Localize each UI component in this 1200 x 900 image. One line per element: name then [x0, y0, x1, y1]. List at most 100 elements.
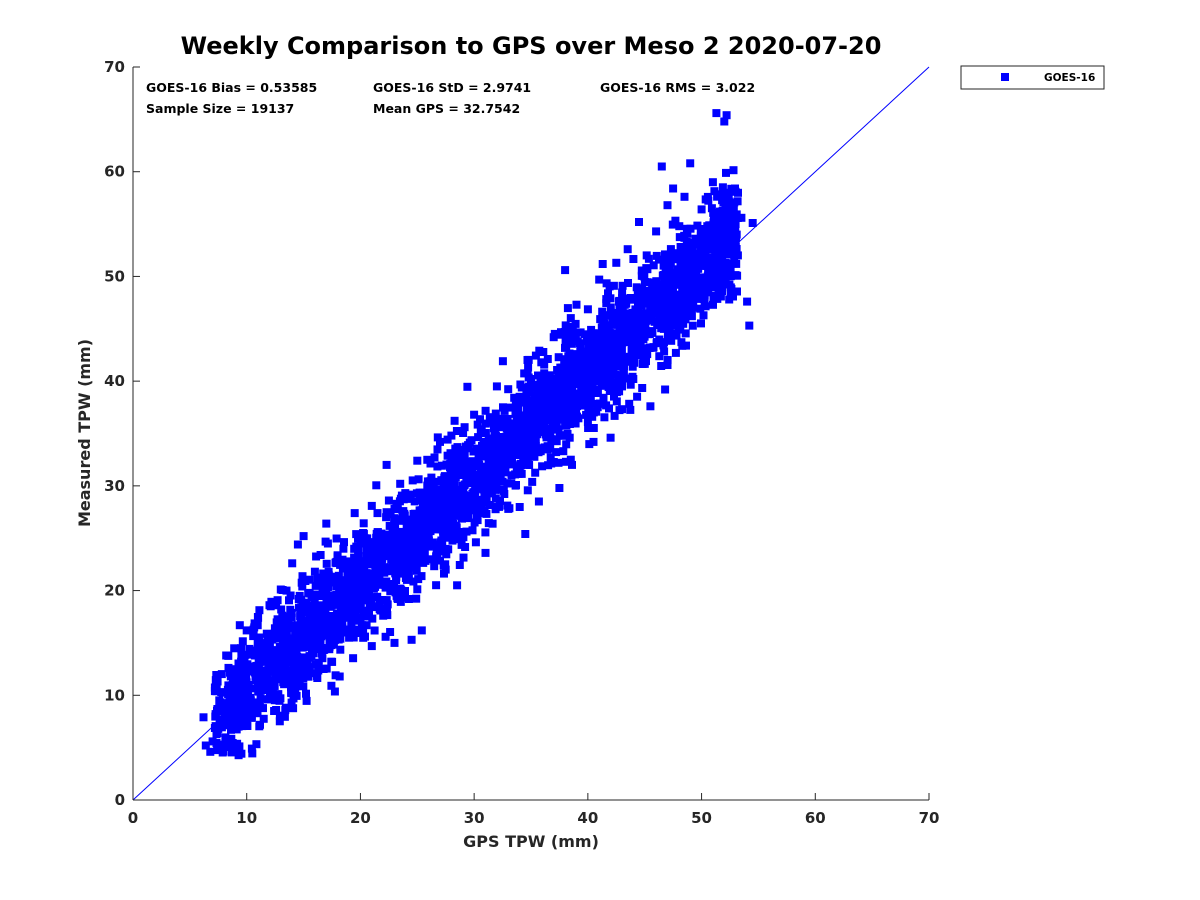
scatter-point	[589, 424, 598, 432]
scatter-point	[419, 525, 428, 534]
scatter-point	[547, 435, 556, 444]
scatter-point	[513, 418, 522, 427]
scatter-point	[321, 620, 330, 629]
scatter-point	[713, 277, 722, 285]
scatter-point	[254, 637, 263, 646]
scatter-point	[624, 279, 632, 287]
scatter-point	[650, 300, 658, 308]
scatter-point	[213, 746, 222, 755]
scatter-point	[384, 496, 393, 505]
scatter-point	[660, 347, 669, 356]
scatter-point	[659, 341, 668, 350]
scatter-point	[536, 376, 545, 385]
scatter-point	[276, 585, 285, 594]
scatter-point	[649, 261, 658, 270]
scatter-point	[605, 282, 614, 291]
scatter-point	[322, 559, 331, 568]
scatter-point	[718, 196, 727, 205]
scatter-point	[542, 394, 551, 403]
scatter-point	[694, 264, 703, 273]
scatter-point	[359, 529, 368, 537]
scatter-point	[371, 593, 380, 602]
scatter-point	[691, 289, 700, 298]
scatter-point	[594, 329, 603, 338]
scatter-point	[703, 236, 711, 245]
scatter-point	[291, 665, 300, 674]
mean-gps-stat: Mean GPS = 32.7542	[373, 101, 520, 116]
scatter-point	[331, 671, 340, 680]
scatter-point	[597, 339, 606, 348]
scatter-point	[521, 530, 530, 538]
std-stat: GOES-16 StD = 2.9741	[373, 80, 531, 95]
scatter-point	[596, 350, 605, 358]
scatter-point	[259, 641, 268, 650]
scatter-point	[315, 609, 323, 618]
scatter-point	[282, 666, 291, 675]
scatter-point	[268, 635, 277, 644]
scatter-point	[660, 302, 669, 310]
scatter-point	[333, 591, 342, 600]
scatter-point	[538, 462, 547, 471]
scatter-point	[733, 197, 742, 206]
scatter-point	[573, 389, 582, 398]
scatter-point	[401, 574, 410, 582]
scatter-point	[688, 283, 697, 292]
scatter-point	[562, 457, 570, 466]
scatter-point	[497, 467, 506, 476]
scatter-point	[696, 304, 705, 313]
scatter-point	[307, 593, 316, 602]
scatter-point	[534, 401, 543, 410]
scatter-point	[724, 189, 733, 198]
scatter-point	[568, 322, 577, 331]
scatter-point	[586, 396, 595, 405]
scatter-point	[629, 375, 638, 383]
scatter-point	[217, 670, 226, 679]
scatter-point	[284, 613, 293, 622]
scatter-point	[574, 414, 583, 423]
scatter-point	[716, 207, 724, 216]
scatter-point	[350, 544, 359, 553]
scatter-point	[475, 509, 484, 518]
scatter-point	[546, 444, 555, 453]
scatter-point	[494, 455, 503, 464]
scatter-point	[619, 319, 628, 328]
scatter-point	[507, 459, 516, 468]
scatter-point	[303, 642, 312, 651]
scatter-point	[547, 459, 556, 468]
scatter-point	[361, 534, 370, 543]
scatter-point	[479, 485, 488, 494]
scatter-point	[413, 456, 422, 465]
scatter-point	[392, 499, 401, 508]
scatter-point	[612, 258, 621, 267]
scatter-point	[516, 398, 524, 407]
scatter-point	[384, 581, 393, 589]
scatter-point	[340, 564, 349, 573]
scatter-point	[446, 510, 454, 519]
scatter-point	[449, 491, 458, 500]
scatter-point	[522, 388, 531, 397]
scatter-point	[641, 328, 650, 337]
scatter-point	[458, 514, 466, 523]
scatter-point	[722, 239, 730, 248]
scatter-point	[699, 311, 708, 320]
scatter-point	[703, 222, 712, 231]
scatter-point	[504, 445, 513, 453]
scatter-point	[712, 281, 721, 290]
scatter-point	[589, 408, 598, 417]
scatter-point	[270, 707, 279, 715]
scatter-point	[339, 544, 348, 553]
scatter-point	[210, 687, 219, 696]
scatter-point	[491, 494, 500, 503]
scatter-point	[459, 504, 468, 512]
scatter-point	[218, 748, 227, 757]
scatter-point	[546, 424, 555, 433]
scatter-point	[349, 654, 358, 663]
x-tick-label: 20	[350, 809, 371, 827]
scatter-point	[414, 575, 423, 584]
scatter-point	[449, 519, 458, 528]
scatter-point	[212, 671, 221, 679]
scatter-point	[436, 437, 444, 446]
scatter-point	[474, 433, 483, 442]
scatter-point	[458, 449, 467, 458]
scatter-point	[606, 303, 615, 312]
